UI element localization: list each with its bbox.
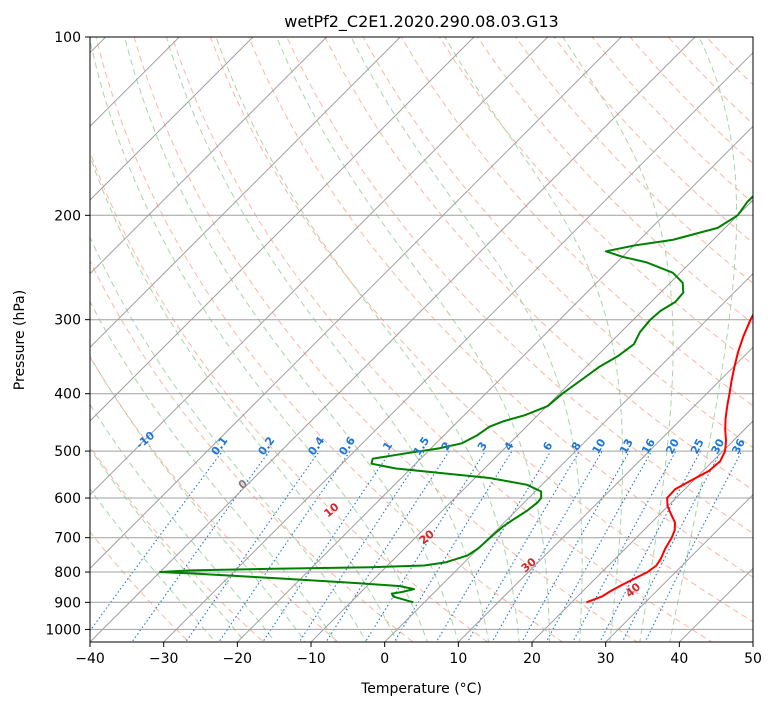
x-tick-label: 40 bbox=[670, 651, 688, 667]
y-tick-label: 100 bbox=[54, 30, 81, 46]
x-tick-label: 20 bbox=[523, 651, 541, 667]
isotherm-line bbox=[90, 37, 181, 128]
dry-adiabat-line bbox=[133, 37, 638, 642]
dry-adiabat-line bbox=[248, 37, 753, 578]
isotherm-line bbox=[162, 51, 753, 642]
moist-adiabat-line bbox=[90, 300, 337, 642]
dry-adiabat-line bbox=[90, 445, 265, 642]
isotherm-line bbox=[90, 37, 549, 496]
isotherm-line bbox=[604, 493, 753, 642]
y-tick-label: 800 bbox=[54, 565, 81, 581]
moist-adiabat-line bbox=[562, 37, 674, 642]
dry-adiabat-line bbox=[438, 37, 753, 366]
temperature-profile-line bbox=[586, 312, 753, 604]
x-tick-label: −20 bbox=[223, 651, 253, 667]
dry-adiabat-line bbox=[95, 37, 564, 642]
dry-adiabats bbox=[90, 37, 753, 642]
mixing-ratio-label: 36 bbox=[729, 436, 748, 456]
mixing-ratio-label: 30 bbox=[709, 436, 728, 456]
x-axis-label: Temperature (°C) bbox=[360, 681, 482, 697]
mixing-ratio-line bbox=[185, 450, 320, 642]
moist-adiabat-line bbox=[276, 37, 550, 642]
y-tick-label: 200 bbox=[54, 208, 81, 224]
isotherm-line bbox=[531, 420, 753, 642]
y-tick-label: 600 bbox=[54, 491, 81, 507]
dry-adiabat-line bbox=[286, 37, 753, 534]
x-tick-label: −30 bbox=[149, 651, 179, 667]
mixing-ratio-line bbox=[545, 450, 653, 642]
mixing-ratio-line bbox=[466, 450, 580, 642]
dry-adiabat-line bbox=[90, 150, 489, 642]
mixing-ratio-line bbox=[131, 450, 270, 642]
mixing-ratio-line bbox=[262, 450, 392, 642]
dry-adiabat-line bbox=[667, 37, 753, 125]
isotherm-line bbox=[90, 37, 475, 422]
dry-adiabat-line bbox=[324, 37, 753, 491]
isotherms bbox=[0, 10, 753, 654]
dewpoint-profile-line bbox=[159, 194, 753, 604]
isotherm-line bbox=[90, 37, 623, 570]
y-axis-label: Pressure (hPa) bbox=[12, 290, 28, 390]
dry-adiabat-line bbox=[90, 259, 414, 642]
x-axis: −40 −30 −20 −10 0 10 20 30 40 50 bbox=[75, 642, 762, 667]
dry-adiabat-label: -30 bbox=[0, 362, 1, 385]
dry-adiabat-line bbox=[477, 37, 753, 325]
isotherm-line bbox=[0, 10, 59, 654]
plot-frame bbox=[89, 36, 754, 643]
mixing-ratio-line bbox=[325, 450, 450, 642]
isotherm-line bbox=[90, 37, 402, 349]
moist-adiabat-line bbox=[90, 355, 307, 642]
dry-adiabat-line bbox=[171, 37, 713, 642]
dry-adiabat-line bbox=[362, 37, 753, 449]
profile-series bbox=[159, 194, 753, 604]
y-tick-label: 500 bbox=[54, 444, 81, 460]
isotherm-line bbox=[90, 37, 696, 642]
x-tick-label: −40 bbox=[75, 651, 105, 667]
x-tick-label: 10 bbox=[449, 651, 467, 667]
y-tick-label: 900 bbox=[54, 595, 81, 611]
x-tick-label: 30 bbox=[597, 651, 615, 667]
moist-adiabat-line bbox=[669, 37, 738, 642]
y-tick-label: 1000 bbox=[45, 622, 81, 638]
chart-title: wetPf2_C2E1.2020.290.08.03.G13 bbox=[284, 12, 558, 32]
y-tick-label: 700 bbox=[54, 531, 81, 547]
isotherm-line bbox=[310, 199, 753, 642]
y-tick-label: 300 bbox=[54, 313, 81, 329]
mixing-ratio-line bbox=[644, 450, 743, 642]
isotherm-line bbox=[457, 346, 753, 642]
moist-adiabat-line bbox=[350, 37, 583, 642]
mixing-ratio-line bbox=[491, 450, 603, 642]
mixing-ratio-line bbox=[298, 450, 425, 642]
isotherm-line bbox=[236, 125, 753, 642]
x-tick-label: 0 bbox=[380, 651, 389, 667]
plot-background bbox=[90, 37, 753, 642]
moist-adiabat-line bbox=[215, 37, 520, 642]
mixing-ratio-line bbox=[218, 450, 351, 642]
x-tick-label: −10 bbox=[296, 651, 326, 667]
isotherm-line bbox=[90, 37, 328, 275]
dry-adiabat-line bbox=[629, 37, 753, 165]
y-axis: 100 200 300 400 500 600 700 800 900 1000 bbox=[45, 30, 90, 638]
moist-adiabat-line bbox=[444, 37, 624, 642]
mixing-ratio-line bbox=[435, 450, 552, 642]
mixing-ratio-lines bbox=[90, 450, 743, 642]
isotherm-line bbox=[90, 37, 254, 201]
y-tick-label: 400 bbox=[54, 387, 81, 403]
mixing-ratio-label: 25 bbox=[688, 437, 707, 457]
x-tick-label: 50 bbox=[744, 651, 762, 667]
